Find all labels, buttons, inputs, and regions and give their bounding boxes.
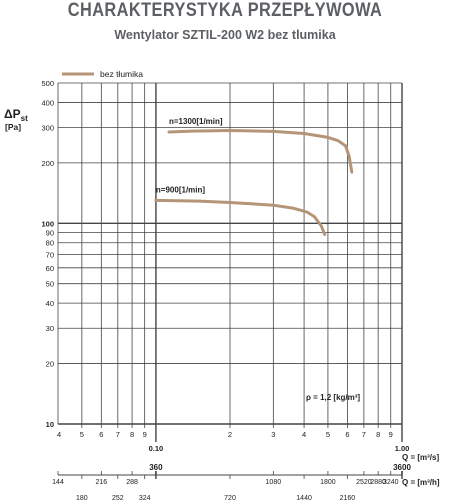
x2-tick-label-bottom: 1440: [296, 495, 312, 502]
y-tick-label: 90: [46, 228, 54, 237]
x2-tick-label-top: 360: [149, 463, 163, 472]
x2-tick-label-top: 1080: [266, 479, 282, 486]
x-tick-label: 6: [99, 430, 103, 439]
x-axis-label: Q = [m³/s]: [402, 453, 439, 462]
chart-title: CHARAKTERYSTYKA PRZEPŁYWOWA: [67, 0, 383, 21]
curve-label-1: n=1300[1/min]: [169, 117, 223, 126]
x2-tick-label-bottom: 180: [76, 495, 88, 502]
x-tick-label: 5: [326, 430, 330, 439]
x2-tick-label-top: 144: [52, 479, 64, 486]
x2-tick-label-bottom: 720: [224, 495, 236, 502]
y-tick-label: 10: [46, 420, 54, 429]
y-tick-label: 30: [46, 324, 54, 333]
x-tick-label: 4: [302, 430, 306, 439]
x-tick-label: 8: [376, 430, 380, 439]
x2-tick-label-top: 1800: [320, 479, 336, 486]
x-tick-label: 2: [228, 430, 232, 439]
curve-line-1: [167, 129, 354, 174]
x2-tick-label-top: 216: [95, 479, 107, 486]
legend-label: bez tłumika: [100, 69, 143, 79]
x-tick-label: 9: [389, 430, 393, 439]
y-tick-label: 40: [46, 299, 54, 308]
x2-tick-label-top: 3600: [393, 463, 411, 472]
y-tick-label: 80: [46, 239, 54, 248]
x2-tick-label-bottom: 252: [112, 495, 124, 502]
x-tick-label: 7: [116, 430, 120, 439]
y-tick-label: 500: [41, 79, 54, 88]
curves: n=1300[1/min] n=900[1/min]: [154, 117, 354, 236]
x2-tick-label-top: 2880: [370, 479, 386, 486]
x-tick-label: 6: [345, 430, 349, 439]
y-axis-label: ΔPst: [4, 107, 28, 123]
legend: bez tłumika: [62, 69, 143, 79]
y-tick-label: 70: [46, 250, 54, 259]
x2-axis-label: Q = [m³/h]: [402, 478, 440, 487]
curve-line-2: [154, 198, 327, 236]
x-tick-label: 7: [362, 430, 366, 439]
y-tick-label: 100: [41, 219, 54, 228]
x2-tick-label-bottom: 324: [139, 495, 151, 502]
x-tick-label: 0.10: [149, 444, 164, 453]
y-tick-label: 200: [41, 159, 54, 168]
x-tick-label: 3: [271, 430, 275, 439]
y-tick-label: 300: [41, 124, 54, 133]
x2-tick-label-top: 2520: [356, 479, 372, 486]
x-tick-label: 5: [80, 430, 84, 439]
x-tick-label: 8: [130, 430, 134, 439]
y-tick-label: 20: [46, 360, 54, 369]
curve-label-2: n=900[1/min]: [156, 185, 205, 194]
x-tick-label: 1.00: [395, 444, 410, 453]
y-tick-label: 60: [46, 264, 54, 273]
y-axis-unit: [Pa]: [5, 122, 21, 132]
y-tick-label: 50: [46, 280, 54, 289]
grid-lines: [57, 82, 403, 479]
y-tick-label: 400: [41, 98, 54, 107]
x2-tick-label-top: 288: [126, 479, 138, 486]
density-annotation: ρ = 1,2 [kg/m³]: [306, 393, 360, 402]
chart-subtitle: Wentylator SZTIL-200 W2 bez tlumika: [114, 28, 336, 42]
x-tick-label: 4: [57, 430, 61, 439]
x-tick-label: 9: [143, 430, 147, 439]
x2-tick-label-bottom: 2160: [340, 495, 356, 502]
x2-tick-label-top: 3240: [383, 479, 399, 486]
